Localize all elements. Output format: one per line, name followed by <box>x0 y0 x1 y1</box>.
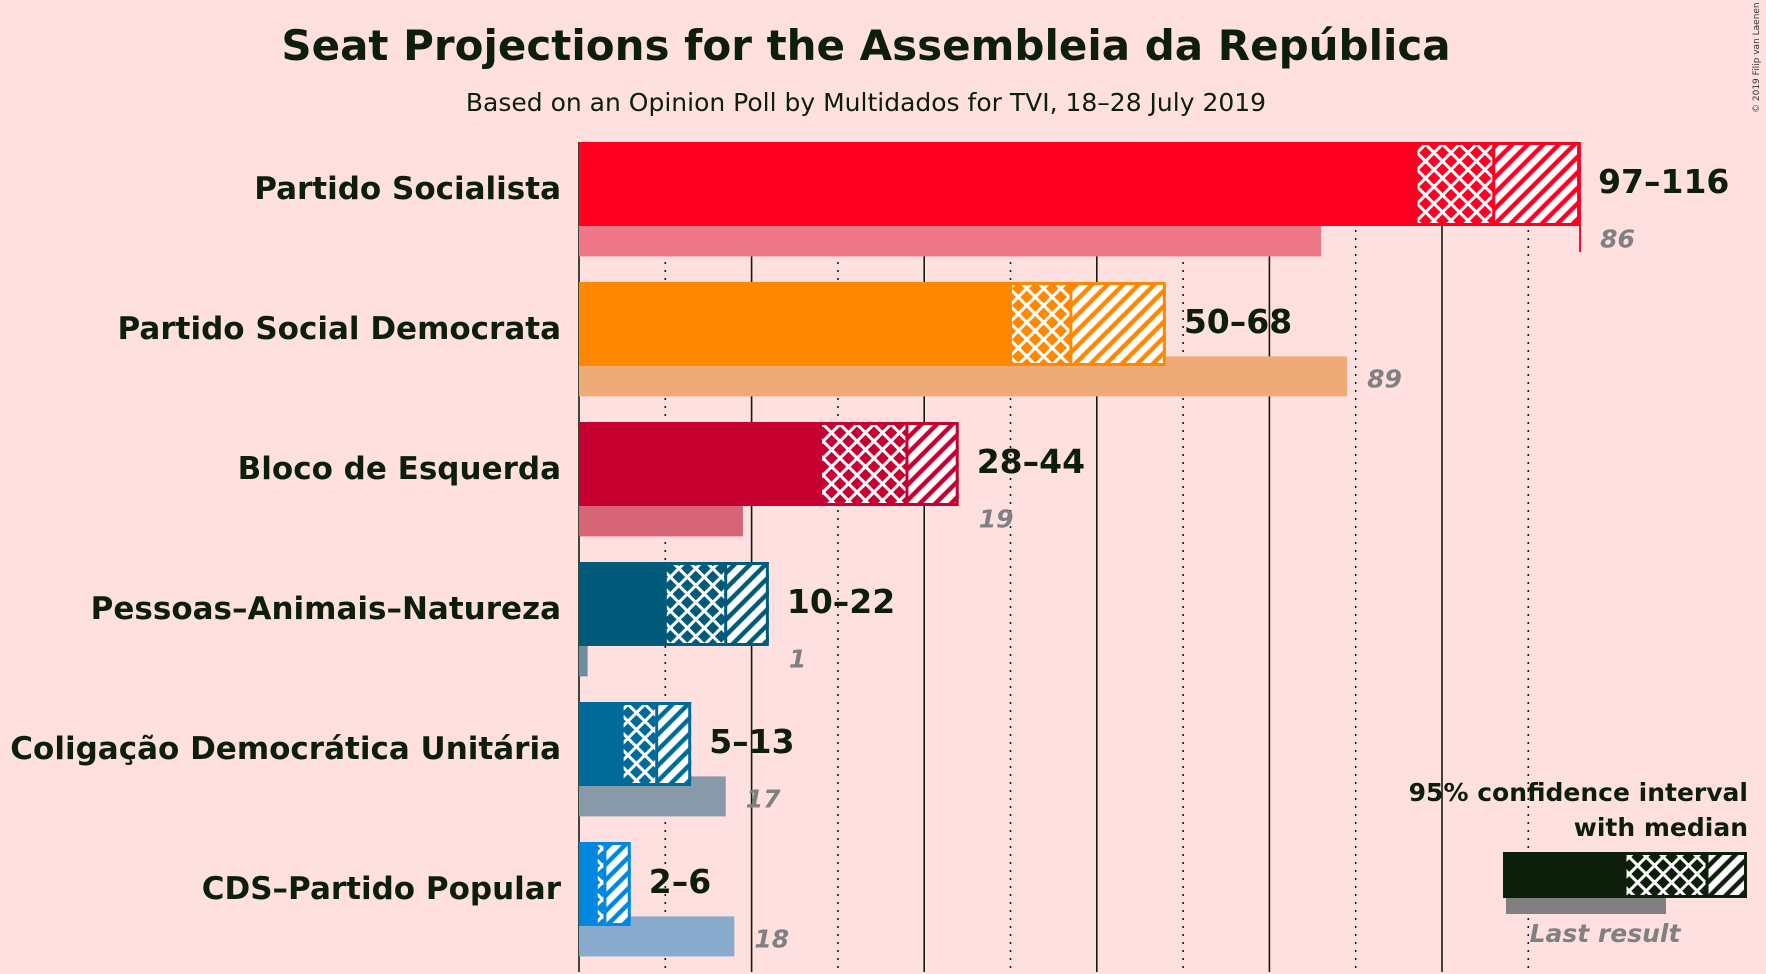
seat-range-label: 50–68 <box>1184 302 1292 341</box>
ci-solid-bar <box>579 562 666 646</box>
ci-median-high-bar <box>656 702 692 786</box>
ci-low-median-bar <box>622 702 657 786</box>
ci-solid-bar <box>579 422 821 506</box>
last-result-label: 19 <box>979 504 1014 533</box>
ci-median-high-bar <box>1070 282 1166 366</box>
ci-solid-bar <box>579 282 1011 366</box>
party-label: Partido Socialista <box>254 171 561 207</box>
bars <box>579 142 1581 957</box>
seat-range-label: 97–116 <box>1598 162 1729 201</box>
labels: Partido Socialista 97–116 86 Partido Social… <box>10 162 1729 953</box>
ci-solid-bar <box>579 142 1417 226</box>
legend-line-1: 95% confidence interval <box>1409 778 1748 807</box>
gridlines <box>578 142 1582 972</box>
legend: 95% confidence interval with median Last… <box>1409 778 1748 948</box>
last-result-label: 17 <box>746 784 781 813</box>
party-label: Partido Social Democrata <box>118 311 561 347</box>
last-result-label: 89 <box>1367 364 1402 393</box>
ci-low-median-bar <box>596 842 605 926</box>
ci-median-high-bar <box>725 562 769 646</box>
ci-low-median-bar <box>665 562 726 646</box>
ci-low-median-bar <box>1416 142 1494 226</box>
legend-outline <box>1623 852 1747 898</box>
last-result-label: 86 <box>1600 224 1635 253</box>
legend-hatch-swatch <box>1707 852 1747 898</box>
last-result-bar <box>579 636 588 677</box>
ci-solid-bar <box>579 842 597 926</box>
legend-solid-swatch <box>1503 852 1625 898</box>
ci-outline <box>663 562 769 646</box>
chart-title: Seat Projections for the Assembleia da R… <box>281 21 1450 70</box>
legend-cross-swatch <box>1625 852 1707 898</box>
ci-median-high-bar <box>906 422 959 506</box>
party-label: Bloco de Esquerda <box>238 451 561 487</box>
ci-median-high-bar <box>1493 142 1581 226</box>
ci-low-median-bar <box>1010 282 1071 366</box>
last-result-label: 1 <box>789 644 806 673</box>
party-label: Pessoas–Animais–Natureza <box>91 591 561 627</box>
seat-range-label: 10–22 <box>787 582 895 621</box>
legend-line-2: with median <box>1574 813 1748 842</box>
seat-range-label: 28–44 <box>977 442 1085 481</box>
party-label: CDS–Partido Popular <box>202 871 562 907</box>
ci-outline <box>594 842 631 926</box>
ci-median-high-bar <box>604 842 631 926</box>
copyright-note: © 2019 Filip van Laenen <box>1752 2 1762 113</box>
ci-low-median-bar <box>820 422 907 506</box>
ci-outline <box>1414 142 1581 226</box>
seat-range-label: 2–6 <box>649 862 711 901</box>
last-result-label: 18 <box>754 924 789 953</box>
chart-subtitle: Based on an Opinion Poll by Multidados f… <box>466 88 1266 117</box>
ci-outline <box>819 422 959 506</box>
seat-range-label: 5–13 <box>709 722 794 761</box>
ci-outline <box>1009 282 1166 366</box>
party-label: Coligação Democrática Unitária <box>10 731 561 767</box>
ci-solid-bar <box>579 702 623 786</box>
legend-last-result-label: Last result <box>1530 919 1682 948</box>
